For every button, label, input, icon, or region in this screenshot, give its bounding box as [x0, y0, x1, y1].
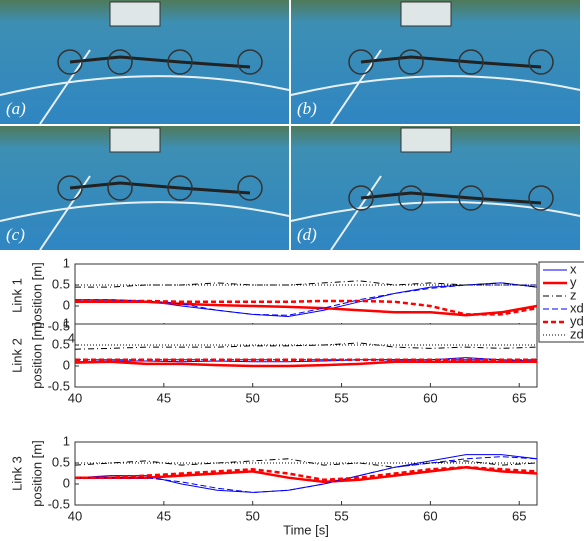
series-line: [74, 458, 538, 468]
series-line: [75, 456, 538, 493]
drone: [348, 49, 374, 75]
y-axis-label: position [m]: [29, 440, 44, 506]
x-tick-label: 50: [245, 508, 259, 523]
x-axis-label: Time [s]: [283, 522, 329, 537]
court-line: [330, 175, 382, 251]
drone: [167, 49, 193, 75]
x-tick-label: 60: [423, 508, 437, 523]
y-tick-label: 0: [63, 357, 70, 372]
backboard: [400, 1, 452, 27]
plot-area: [74, 323, 538, 388]
drone: [458, 185, 484, 211]
y-axis-label: Link 2: [9, 338, 24, 373]
drone: [398, 185, 424, 211]
series-line: [74, 360, 537, 368]
drone: [528, 49, 554, 75]
legend-label: z: [570, 287, 577, 302]
photo-grid: (a) (b) (c) (d): [0, 0, 581, 251]
drone: [458, 49, 484, 75]
y-tick-label: 1: [63, 255, 70, 270]
legend-box: [538, 261, 584, 343]
x-tick-label: 55: [334, 508, 348, 523]
x-tick-label: 65: [512, 508, 526, 523]
drone-chain: [360, 191, 542, 205]
drone: [237, 49, 263, 75]
plot-area: [74, 263, 538, 328]
drone: [107, 175, 133, 201]
drone: [57, 175, 83, 201]
y-tick-label: 0.5: [52, 276, 70, 291]
y-axis-label: position [m]: [29, 262, 44, 328]
y-tick-label: 0: [63, 475, 70, 490]
legend-label: xd: [570, 300, 584, 315]
y-axis-label: Link 3: [9, 456, 24, 491]
x-tick-label: 40: [68, 390, 82, 405]
x-tick-label: 50: [245, 390, 259, 405]
series-line: [75, 300, 538, 317]
series-line: [74, 357, 538, 363]
drone: [107, 49, 133, 75]
drone: [528, 185, 554, 211]
plot-area: [74, 441, 538, 506]
x-tick-label: 45: [157, 508, 171, 523]
panel-label: (d): [297, 225, 317, 244]
legend-label: y: [570, 274, 577, 289]
drone: [167, 175, 193, 201]
x-tick-label: 60: [423, 390, 437, 405]
y-tick-label: 1: [63, 315, 70, 330]
court-line: [0, 201, 290, 222]
x-tick-label: 55: [334, 390, 348, 405]
y-tick-label: 1: [63, 433, 70, 448]
legend-label: x: [570, 261, 577, 276]
drone-chain: [69, 181, 251, 195]
y-tick-label: -0.5: [48, 318, 70, 333]
drone: [57, 49, 83, 75]
y-tick-label: -0.5: [48, 496, 70, 511]
y-tick-label: -0.5: [48, 378, 70, 393]
drone: [398, 49, 424, 75]
court-line: [0, 75, 290, 96]
series-line: [75, 299, 538, 316]
drone-chain: [360, 55, 542, 69]
drone-chain: [69, 55, 251, 69]
series-line: [75, 284, 537, 316]
y-tick-label: 0.5: [52, 454, 70, 469]
court-line: [290, 75, 581, 96]
drone: [237, 175, 263, 201]
panel-label: (b): [297, 99, 317, 118]
panel-label: (a): [6, 99, 26, 118]
panel-label: (c): [6, 225, 25, 244]
x-tick-label: 40: [68, 508, 82, 523]
legend-label: zd: [570, 326, 584, 341]
backboard: [400, 127, 452, 153]
y-axis-label: Link 1: [9, 278, 24, 313]
backboard: [109, 1, 161, 27]
drone: [348, 185, 374, 211]
x-tick-label: 45: [157, 390, 171, 405]
y-axis-label: position [m]: [29, 322, 44, 388]
y-tick-label: 0: [63, 297, 70, 312]
series-line: [75, 465, 538, 482]
y-tick-label: 0.5: [52, 336, 70, 351]
x-tick-label: 65: [512, 390, 526, 405]
legend-label: yd: [570, 313, 584, 328]
backboard: [109, 127, 161, 153]
